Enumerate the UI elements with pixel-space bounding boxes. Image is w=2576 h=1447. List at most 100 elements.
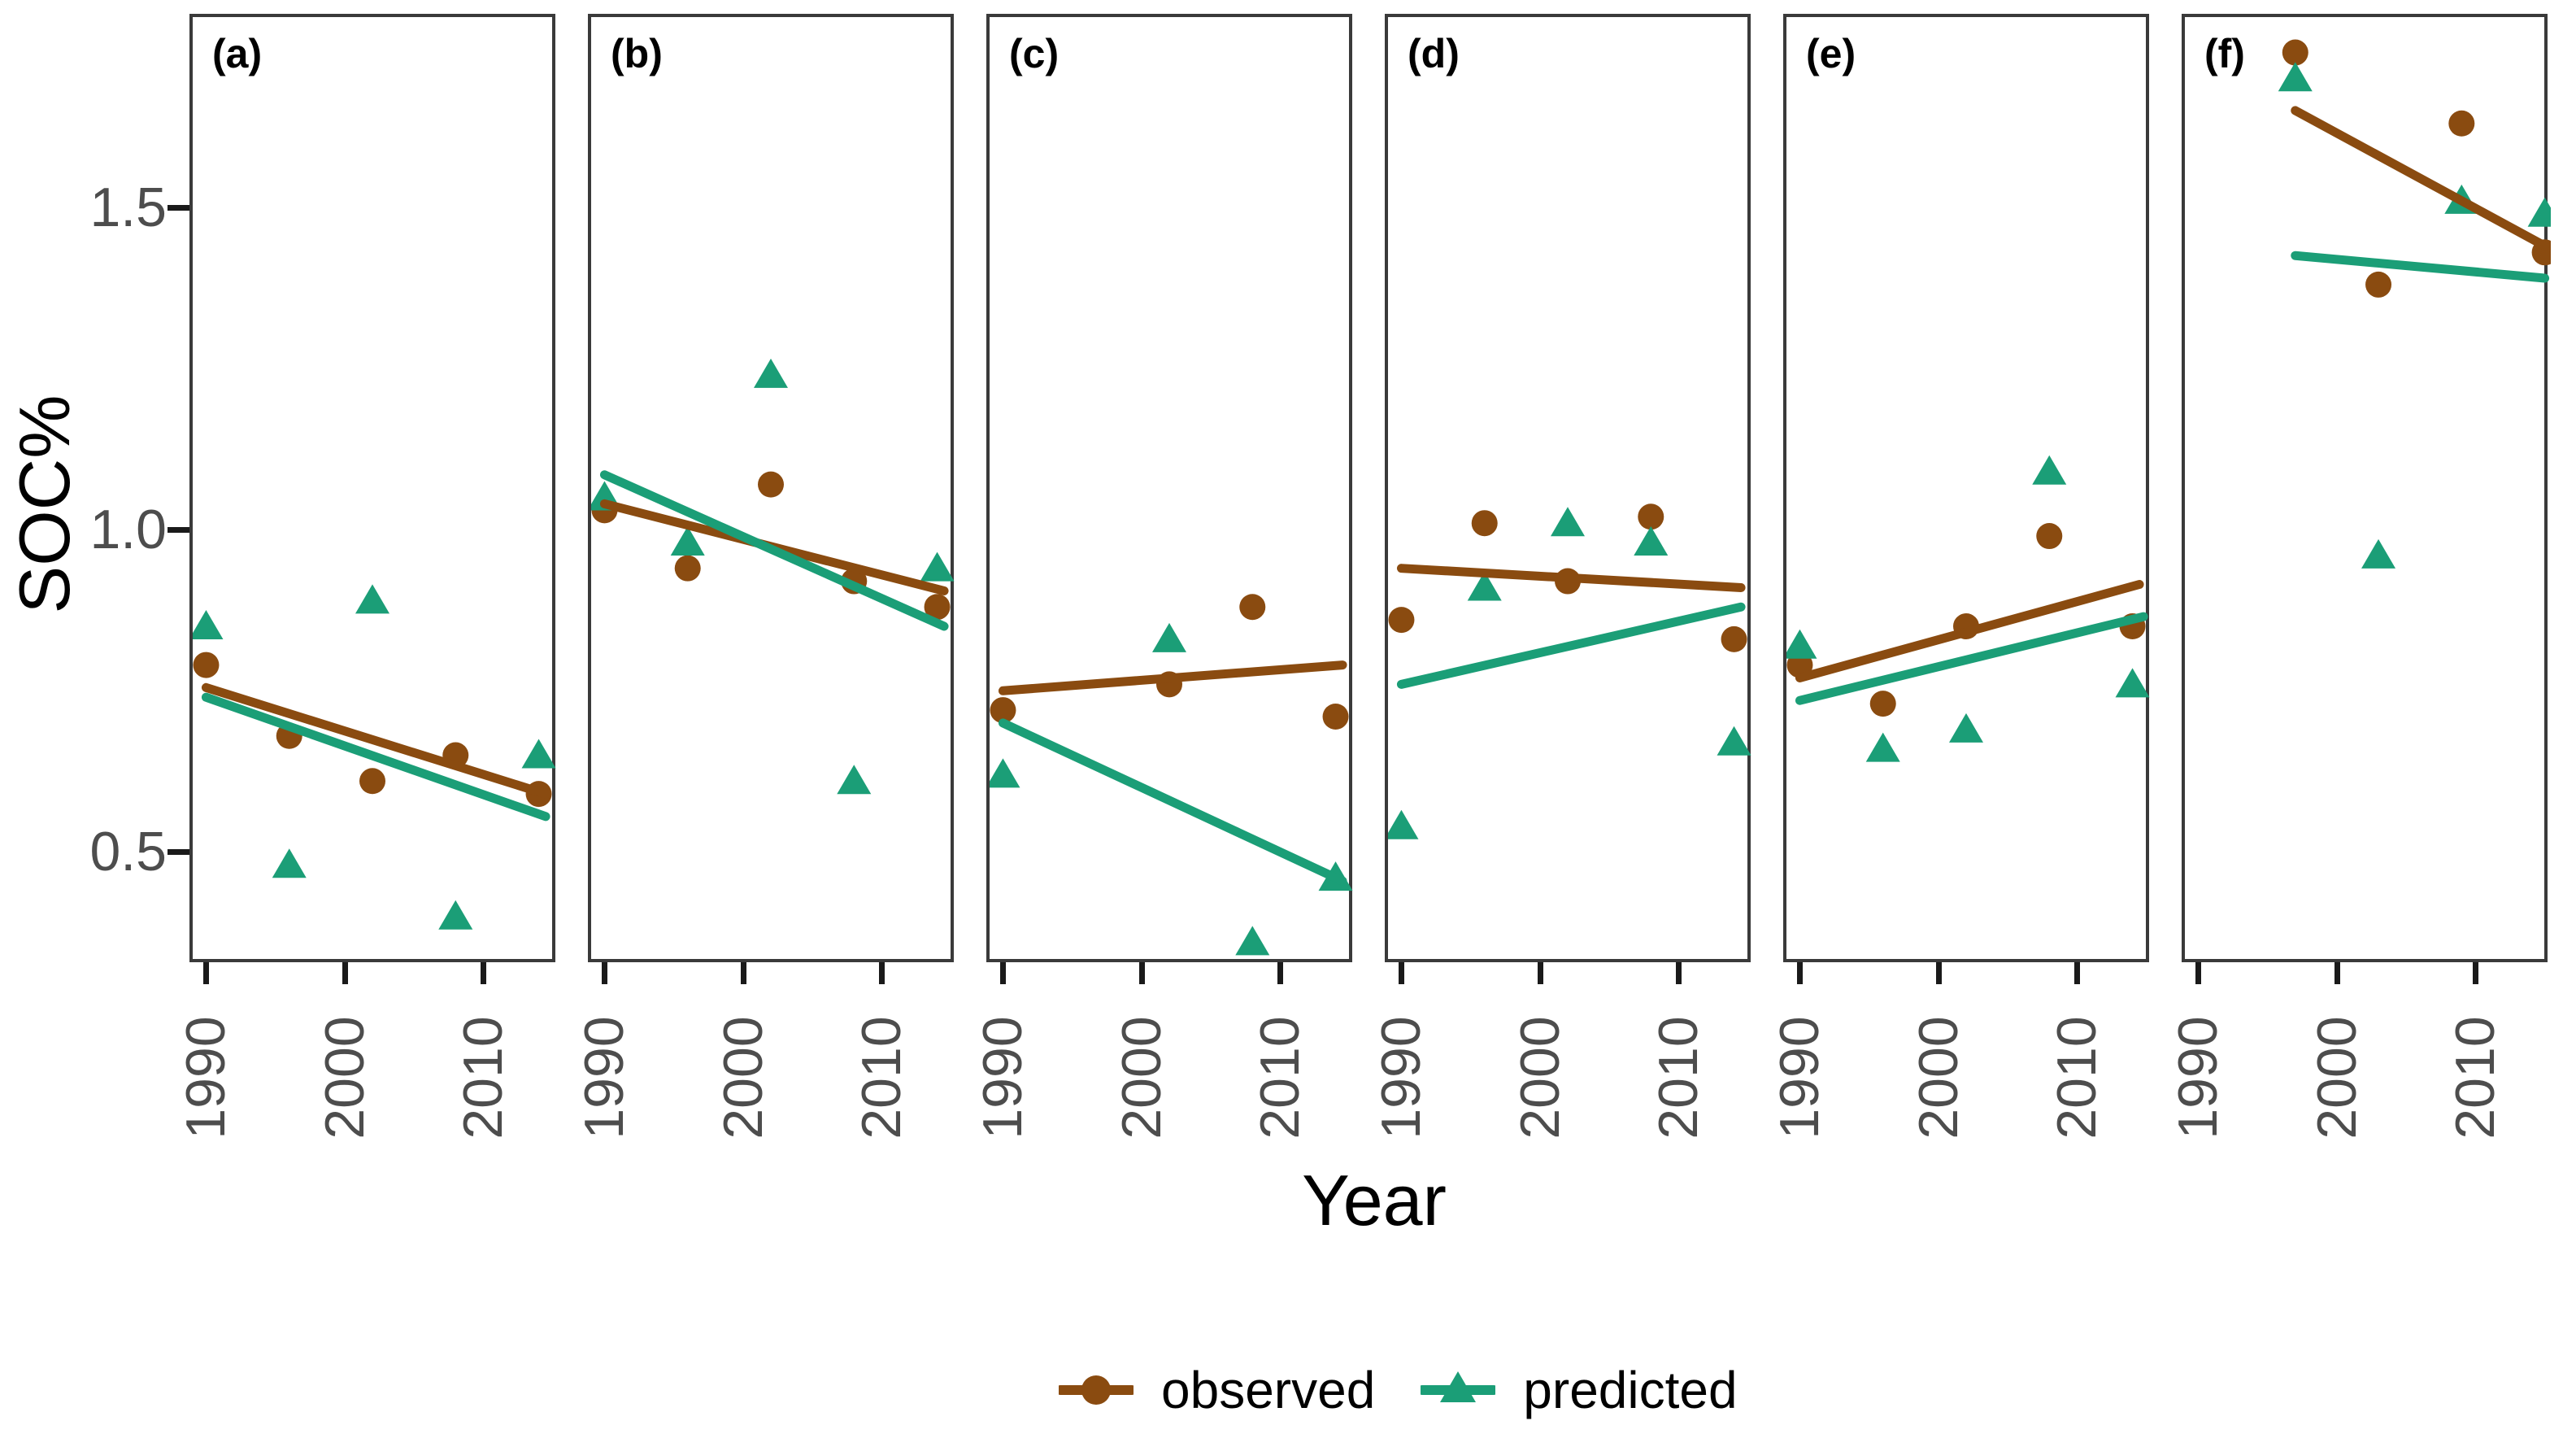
predicted-trendline [2291, 251, 2550, 283]
panel-chart [1786, 455, 2150, 762]
predicted-point [2032, 455, 2067, 485]
y-tick-mark [168, 527, 189, 534]
predicted-point [1152, 622, 1186, 652]
x-tick-mark [1399, 962, 1405, 984]
observed-point [2282, 39, 2308, 66]
x-tick-label: 1990 [1370, 1016, 1433, 1140]
observed-point [1471, 510, 1498, 537]
x-tick-mark [740, 962, 746, 984]
predicted-point [920, 551, 955, 582]
panel-b: (b) [588, 14, 955, 962]
circle-icon [1059, 1375, 1134, 1405]
x-tick-mark [2074, 962, 2081, 984]
panel-letter: (e) [1806, 31, 1856, 76]
observed-point [1638, 503, 1664, 530]
observed-point [2036, 523, 2063, 550]
panel-letter: (c) [1009, 31, 1060, 76]
observed-point [1388, 607, 1415, 634]
observed-point [1322, 703, 1349, 730]
panel-letter: (a) [212, 31, 263, 76]
x-tick-mark [1935, 962, 1942, 984]
panel-letter: (b) [611, 31, 663, 76]
x-tick-mark [1138, 962, 1145, 984]
x-tick-label: 1990 [972, 1016, 1034, 1140]
x-tick-label: 1990 [175, 1016, 237, 1140]
predicted-point [2527, 197, 2551, 227]
observed-trendline [1396, 564, 1746, 592]
x-tick-label: 2000 [711, 1016, 774, 1140]
legend-circle [1081, 1375, 1111, 1405]
panel-a: (a) [189, 14, 556, 962]
predicted-point [1467, 571, 1502, 601]
predicted-point [521, 739, 556, 769]
x-tick-mark [1797, 962, 1804, 984]
legend-triangle [1440, 1371, 1477, 1402]
observed-trendline [1795, 580, 2144, 682]
x-tick-label: 2010 [452, 1016, 515, 1140]
observed-point [359, 768, 385, 795]
predicted-point [1717, 726, 1751, 756]
x-tick-label: 2010 [1249, 1016, 1312, 1140]
x-tick-label: 2010 [2046, 1016, 2108, 1140]
predicted-point [670, 525, 705, 556]
y-tick-mark [168, 204, 189, 211]
y-tick-label: 0.5 [89, 821, 167, 883]
observed-point [2365, 271, 2392, 298]
predicted-trendline [201, 692, 550, 822]
x-tick-mark [481, 962, 487, 984]
predicted-trendline [1795, 612, 2148, 705]
x-axis-title: Year [1302, 1160, 1447, 1240]
predicted-point [990, 758, 1020, 788]
legend-item-observed: observed [1059, 1360, 1375, 1420]
x-tick-mark [1537, 962, 1543, 984]
x-tick-label: 1990 [1769, 1016, 1831, 1140]
observed-point [674, 555, 701, 582]
x-tick-label: 2000 [1110, 1016, 1173, 1140]
predicted-point [754, 358, 788, 388]
x-tick-mark [2195, 962, 2202, 984]
predicted-point [837, 765, 872, 795]
x-tick-label: 1990 [2167, 1016, 2230, 1140]
y-tick-label: 1.0 [89, 499, 167, 561]
x-tick-label: 2010 [1647, 1016, 1710, 1140]
x-tick-mark [342, 962, 348, 984]
x-tick-mark [1676, 962, 1682, 984]
observed-point [193, 652, 220, 678]
x-tick-mark [1000, 962, 1007, 984]
predicted-point [1949, 713, 1983, 743]
triangle-icon [1421, 1371, 1496, 1402]
panel-chart [591, 358, 955, 795]
observed-trendline [998, 660, 1347, 695]
y-tick-mark [168, 849, 189, 856]
panel-letter: (d) [1408, 31, 1460, 76]
x-tick-mark [879, 962, 886, 984]
x-tick-mark [1277, 962, 1284, 984]
x-tick-label: 2000 [2305, 1016, 2368, 1140]
panel-chart [1388, 503, 1751, 839]
predicted-trendline [1396, 602, 1746, 689]
predicted-point [2115, 668, 2150, 698]
observed-point [1721, 625, 1747, 652]
predicted-point [1634, 525, 1669, 556]
x-tick-label: 2000 [313, 1016, 376, 1140]
observed-point [2448, 110, 2475, 137]
x-tick-mark [2334, 962, 2340, 984]
predicted-point [355, 584, 389, 614]
legend-label: observed [1161, 1361, 1376, 1419]
x-tick-mark [203, 962, 210, 984]
x-tick-label: 2010 [2444, 1016, 2507, 1140]
observed-point [924, 594, 951, 621]
predicted-point [193, 610, 224, 640]
x-tick-label: 2000 [1907, 1016, 1969, 1140]
observed-trendline [2291, 106, 2550, 251]
x-tick-label: 1990 [573, 1016, 636, 1140]
panel-e: (e) [1783, 14, 2150, 962]
legend-item-predicted: predicted [1421, 1360, 1738, 1420]
panel-chart [2278, 39, 2551, 569]
predicted-point [2361, 538, 2396, 569]
observed-point [758, 471, 784, 498]
predicted-point [1388, 809, 1419, 839]
predicted-point [272, 848, 307, 878]
observed-point [1869, 691, 1896, 717]
